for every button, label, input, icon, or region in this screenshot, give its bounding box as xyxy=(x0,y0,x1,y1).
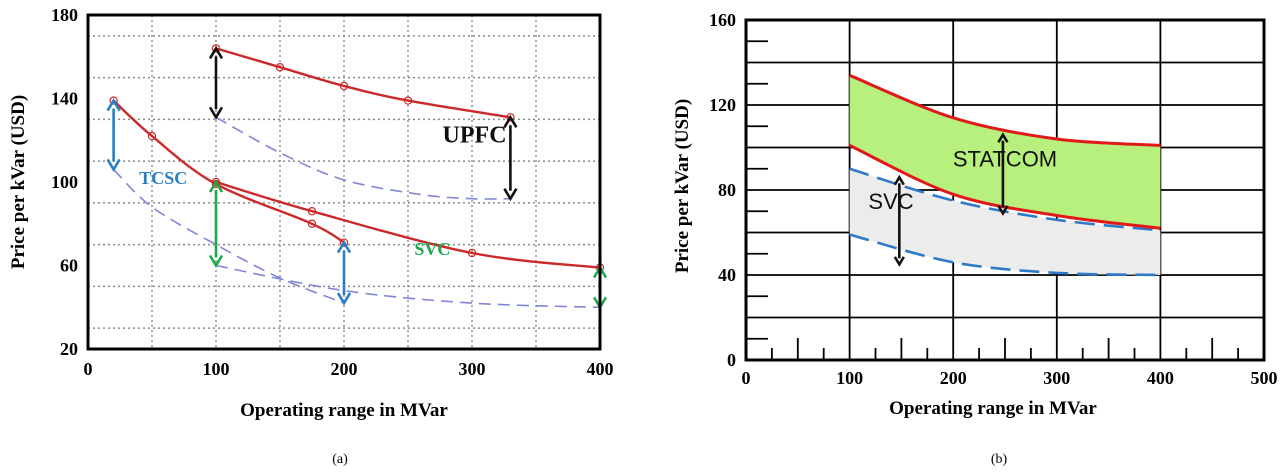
minor-ticks xyxy=(746,40,1239,360)
chart-panel-a: UPFC TCSC SVC 20 60 100 140 180 0 100 200 300 400 Ope… xyxy=(8,5,614,467)
range-arrow-head-down xyxy=(893,256,905,267)
range-arrow-head-up xyxy=(208,45,224,60)
range-arrow-head-down xyxy=(208,106,224,120)
x-tick-label: 500 xyxy=(1251,368,1278,388)
range-arrow-head-up xyxy=(503,114,518,128)
x-tick-label: 400 xyxy=(1147,368,1174,388)
x-tick-label: 300 xyxy=(1043,368,1070,388)
data-point xyxy=(211,177,221,187)
caption-b: (b) xyxy=(991,452,1008,467)
data-point xyxy=(147,131,157,141)
y-tick-label: 20 xyxy=(60,339,78,359)
range-arrow-head-down xyxy=(336,292,352,306)
x-tick-label: 400 xyxy=(587,359,614,379)
series-line-upfc-lower xyxy=(215,116,511,200)
data-point xyxy=(467,248,477,258)
y-tick-label: 120 xyxy=(709,95,736,115)
data-point xyxy=(339,81,349,91)
range-arrow xyxy=(208,179,224,269)
series-line-upfc-upper xyxy=(215,47,511,119)
y-tick-label: 40 xyxy=(718,265,736,285)
y-tick-label: 60 xyxy=(60,256,78,276)
band-area-svc xyxy=(849,168,1161,275)
band-edge-lower-statcom xyxy=(848,144,1161,230)
range-arrow-head-up xyxy=(336,240,352,254)
data-point xyxy=(506,113,515,122)
y-axis-label: Price per kVar (USD) xyxy=(8,95,29,269)
data-point xyxy=(307,219,317,228)
range-arrow-head-down xyxy=(208,254,224,269)
annotation-statcom: STATCOM xyxy=(953,147,1057,172)
x-tick-label: 200 xyxy=(331,359,358,379)
y-tick-label: 160 xyxy=(709,10,736,30)
series-line-tcsc-lower xyxy=(113,168,345,304)
band-edge-upper-statcom xyxy=(849,73,1161,147)
data-point xyxy=(403,96,413,105)
y-tick-label: 80 xyxy=(718,180,736,200)
range-arrow-head-up xyxy=(893,174,905,186)
range-arrow-head-down xyxy=(997,205,1009,216)
range-arrow-head-down xyxy=(106,158,121,173)
annotation-svc: SVC xyxy=(414,239,450,259)
data-point xyxy=(109,96,118,105)
range-arrow-head-up xyxy=(106,98,121,112)
x-tick-label: 0 xyxy=(742,368,751,388)
range-arrow xyxy=(893,174,905,267)
x-tick-label: 0 xyxy=(84,359,93,379)
x-tick-label: 100 xyxy=(836,368,863,388)
y-tick-label: 140 xyxy=(51,89,78,109)
series-line-svc-upper xyxy=(215,180,601,269)
band-area-statcom xyxy=(849,75,1161,229)
data-point xyxy=(275,62,285,72)
annotation-svc: SVC xyxy=(868,189,913,214)
range-arrow xyxy=(106,98,121,173)
range-arrow-head-down xyxy=(503,188,518,202)
caption-a: (a) xyxy=(332,452,348,467)
y-tick-label: 180 xyxy=(51,5,78,25)
series-line-svc-lower xyxy=(215,264,601,309)
range-arrow-head-up xyxy=(997,132,1009,143)
plot-frame-b xyxy=(744,18,1266,362)
plot-frame-a xyxy=(86,13,602,351)
range-arrow xyxy=(997,132,1009,216)
range-arrow xyxy=(503,114,518,202)
data-point xyxy=(307,207,317,216)
range-arrow-head-up xyxy=(208,179,224,193)
range-arrow xyxy=(208,45,224,120)
x-axis-label: Operating range in MVar xyxy=(240,400,448,421)
x-tick-label: 100 xyxy=(203,359,230,379)
annotation-upfc: UPFC xyxy=(443,122,507,148)
x-tick-label: 300 xyxy=(459,359,486,379)
chart-panel-b: STATCOM SVC 0 40 80 120 160 0 100 200 300 400 500 Ope… xyxy=(672,10,1278,467)
x-tick-label: 200 xyxy=(940,368,967,388)
y-axis-label: Price per kVar (USD) xyxy=(672,99,693,273)
data-point xyxy=(339,238,349,247)
range-arrow xyxy=(336,240,352,306)
data-point xyxy=(211,44,221,53)
x-axis-label: Operating range in MVar xyxy=(889,398,1097,419)
y-tick-label: 0 xyxy=(727,350,736,370)
annotation-tcsc: TCSC xyxy=(139,168,187,188)
band-edge-lower-svc xyxy=(849,233,1161,277)
y-tick-label: 100 xyxy=(51,172,78,192)
grid-a xyxy=(88,15,600,349)
